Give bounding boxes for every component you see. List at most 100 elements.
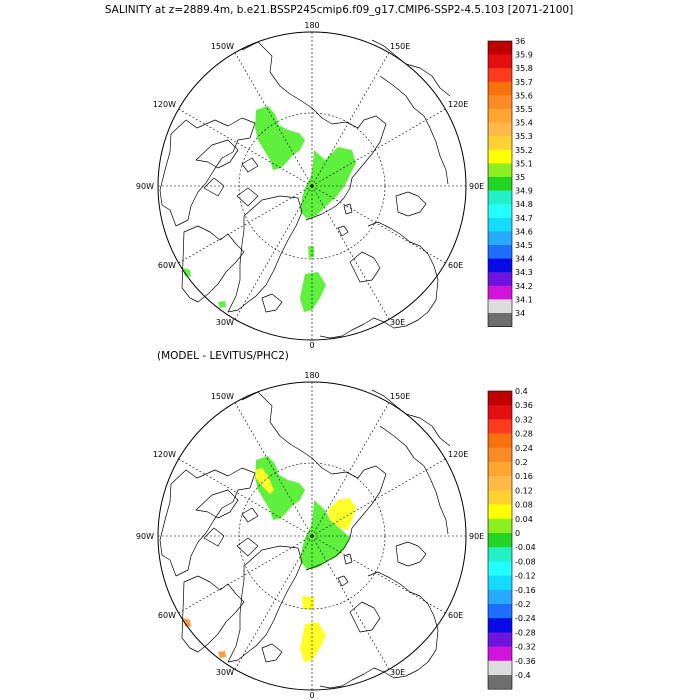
coastlines bbox=[159, 39, 451, 339]
colorbar-tick-label: -0.08 bbox=[515, 557, 536, 566]
colorbar-swatch bbox=[488, 41, 512, 55]
lon-label-60e: 60E bbox=[448, 261, 463, 270]
colorbar-tick-label: 0.16 bbox=[515, 472, 533, 481]
colorbar-tick-label: 35.7 bbox=[515, 78, 533, 87]
region-eurasian-basin-positive bbox=[328, 498, 356, 530]
colorbar-swatch bbox=[488, 81, 512, 96]
region-greenland-sea bbox=[300, 272, 326, 312]
colorbar-swatch bbox=[488, 618, 512, 633]
colorbar-tick-label: 35.3 bbox=[515, 132, 533, 141]
colorbar-swatch bbox=[488, 217, 512, 232]
colorbar-tick-label: 34.1 bbox=[515, 295, 533, 304]
colorbar-swatch bbox=[488, 258, 512, 273]
lon-label-180: 180 bbox=[304, 21, 319, 30]
colorbar-tick-label: 35.8 bbox=[515, 64, 533, 73]
colorbar-swatch bbox=[488, 163, 512, 178]
colorbar-swatch bbox=[488, 433, 512, 449]
colorbar-swatch bbox=[488, 177, 512, 191]
colorbar-swatch bbox=[488, 660, 512, 676]
lon-label-0: 0 bbox=[309, 691, 314, 700]
region-canada-basin-positive bbox=[255, 468, 274, 494]
figure-title: SALINITY at z=2889.4m, b.e21.BSSP245cmip… bbox=[105, 4, 573, 16]
colorbar-tick-label: 0.32 bbox=[515, 415, 533, 424]
longitude-labels: 180 150E 120E 90E 60E 30E 0 30W 60W 90W … bbox=[136, 371, 484, 700]
colorbar-swatch bbox=[488, 272, 512, 287]
colorbar-swatch bbox=[488, 632, 512, 647]
lon-label-30e: 30E bbox=[390, 668, 405, 677]
salinity-fill-regions bbox=[183, 106, 356, 312]
lon-label-120e: 120E bbox=[448, 100, 468, 109]
salinity-colorbar: 36 35.9 35.8 35.7 35.6 35.5 35.4 35.3 35.2 35.1 35… bbox=[487, 37, 533, 327]
region-fram-strait bbox=[308, 246, 314, 258]
map-boundary bbox=[157, 31, 467, 341]
colorbar-swatch bbox=[488, 405, 512, 420]
colorbar-tick-label: -0.2 bbox=[515, 600, 531, 609]
lon-label-120e: 120E bbox=[448, 450, 468, 459]
colorbar-tick-label: -0.24 bbox=[515, 614, 536, 623]
colorbar-swatch bbox=[488, 589, 512, 605]
colorbar-swatch bbox=[488, 231, 512, 246]
colorbar-tick-label: 34.3 bbox=[515, 268, 533, 277]
colorbar-swatch bbox=[488, 604, 512, 619]
graticule bbox=[158, 32, 466, 340]
colorbar-swatch bbox=[488, 391, 512, 406]
lon-label-90e: 90E bbox=[469, 532, 484, 541]
colorbar-tick-label: 35.9 bbox=[515, 51, 533, 60]
colorbar-swatch bbox=[488, 533, 512, 548]
colorbar-tick-label: 34.7 bbox=[515, 214, 533, 223]
colorbar-swatch bbox=[488, 245, 512, 259]
lon-label-120w: 120W bbox=[153, 100, 176, 109]
coastlines bbox=[159, 389, 451, 689]
colorbar-tick-label: 0.04 bbox=[515, 515, 533, 524]
lon-label-30w: 30W bbox=[216, 318, 234, 327]
colorbar-swatch bbox=[488, 109, 512, 123]
lon-label-60e: 60E bbox=[448, 611, 463, 620]
colorbar-swatch bbox=[488, 95, 512, 110]
colorbar-swatch bbox=[488, 68, 512, 83]
region-greenland-sea-positive bbox=[300, 622, 326, 662]
lon-label-90e: 90E bbox=[469, 182, 484, 191]
region-canada-basin bbox=[255, 106, 305, 170]
difference-colorbar: 0.4 0.36 0.32 0.28 0.24 0.2 0.16 0.12 0.08 0.04 0 -… bbox=[487, 387, 536, 690]
lon-label-0: 0 bbox=[309, 341, 314, 350]
colorbar-tick-label: 34 bbox=[515, 309, 525, 318]
colorbar-tick-label: 0.28 bbox=[515, 430, 533, 439]
lon-label-30e: 30E bbox=[390, 318, 405, 327]
colorbar-swatch bbox=[488, 547, 512, 562]
colorbar-swatch bbox=[488, 561, 512, 576]
colorbar-swatch bbox=[488, 518, 512, 534]
colorbar-tick-label: -0.36 bbox=[515, 657, 536, 666]
colorbar-swatch bbox=[488, 575, 512, 591]
colorbar-swatch bbox=[488, 136, 512, 151]
colorbar-tick-label: -0.04 bbox=[515, 543, 536, 552]
colorbar-tick-label: 35.5 bbox=[515, 105, 533, 114]
colorbar-swatch bbox=[488, 419, 512, 434]
colorbar-tick-label: 0.12 bbox=[515, 486, 533, 495]
colorbar-swatch bbox=[488, 313, 512, 327]
colorbar-tick-label: 35.6 bbox=[515, 91, 533, 100]
colorbar-tick-label: 35 bbox=[515, 173, 525, 182]
colorbar-tick-label: 0.36 bbox=[515, 401, 533, 410]
region-canada-basin bbox=[255, 456, 305, 520]
graticule bbox=[158, 382, 466, 690]
difference-fill-regions bbox=[183, 456, 356, 662]
colorbar-swatch bbox=[488, 122, 512, 137]
colorbar-tick-label: -0.4 bbox=[515, 671, 531, 680]
colorbar-tick-label: 35.4 bbox=[515, 119, 533, 128]
lon-label-150w: 150W bbox=[211, 42, 234, 51]
region-labrador-dot bbox=[183, 618, 191, 627]
colorbar-swatch bbox=[488, 462, 512, 477]
colorbar-swatch bbox=[488, 476, 512, 491]
colorbar-tick-label: 35.1 bbox=[515, 159, 533, 168]
region-labrador-dot bbox=[183, 268, 191, 277]
colorbar-swatch bbox=[488, 504, 512, 520]
colorbar-tick-label: 34.8 bbox=[515, 200, 533, 209]
colorbar-tick-label: 36 bbox=[515, 37, 525, 46]
region-atlantic-dot bbox=[218, 651, 226, 658]
colorbar-swatch bbox=[488, 285, 512, 300]
difference-map: 180 150E 120E 90E 60E 30E 0 30W 60W 90W … bbox=[136, 371, 484, 700]
colorbar-swatch bbox=[488, 204, 512, 219]
region-eurasian-basin bbox=[300, 500, 350, 569]
colorbar-tick-label: 35.2 bbox=[515, 146, 533, 155]
